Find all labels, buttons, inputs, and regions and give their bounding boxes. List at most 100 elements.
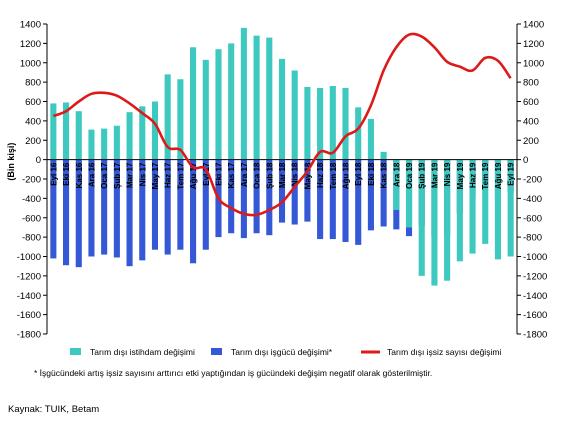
bar-employment bbox=[228, 43, 235, 160]
y-tick-label-right: -1000 bbox=[523, 252, 547, 263]
bar-labour-force bbox=[63, 159, 70, 266]
y-tick-label-right: -800 bbox=[523, 233, 542, 244]
bar-employment bbox=[164, 74, 171, 160]
bar-employment bbox=[190, 47, 197, 160]
bar-employment bbox=[494, 159, 501, 260]
x-tick-label: Kas 17 bbox=[227, 162, 236, 188]
bar-employment bbox=[240, 27, 247, 160]
y-tick-label-right: 1000 bbox=[523, 58, 544, 69]
x-tick-label: Ara 16 bbox=[87, 162, 96, 187]
legend-swatch-labour-force bbox=[211, 348, 222, 355]
y-tick-label-right: 0 bbox=[523, 155, 528, 166]
bar-labour-force bbox=[266, 159, 273, 236]
bar-labour-force bbox=[190, 159, 197, 264]
x-tick-label: Ağu 19 bbox=[494, 162, 503, 189]
bar-employment bbox=[317, 87, 324, 160]
bar-labour-force bbox=[177, 159, 184, 250]
y-tick-label-left: 1400 bbox=[20, 20, 41, 31]
footnote: * İşgücündeki artış işsiz sayısını arttı… bbox=[34, 368, 433, 378]
legend-label-labour-force: Tarım dışı işgücü değişimi* bbox=[231, 347, 333, 357]
y-tick-label-right: -600 bbox=[523, 213, 542, 224]
bar-employment bbox=[101, 128, 108, 160]
y-tick-label-left: -1400 bbox=[17, 291, 41, 302]
bar-employment bbox=[482, 159, 489, 244]
bar-labour-force bbox=[151, 159, 159, 250]
y-tick-label-left: 200 bbox=[25, 136, 41, 147]
bar-employment bbox=[88, 129, 95, 160]
bar-labour-force bbox=[101, 159, 108, 255]
bar-employment bbox=[456, 159, 463, 262]
legend-label-unemployment: Tarım dışı işsiz sayısı değişimi bbox=[387, 347, 501, 357]
y-tick-label-left: -1200 bbox=[17, 271, 41, 282]
x-tick-label: Ara 17 bbox=[240, 162, 249, 187]
x-tick-label: Şub 17 bbox=[113, 162, 122, 189]
bar-employment bbox=[75, 111, 82, 160]
x-tick-label: Şub 19 bbox=[418, 162, 427, 189]
bar-labour-force bbox=[75, 159, 82, 268]
bar-employment bbox=[431, 159, 438, 286]
bar-employment bbox=[291, 70, 298, 160]
x-tick-label: Haz 17 bbox=[164, 162, 173, 188]
bar-employment bbox=[418, 159, 425, 276]
x-tick-label: Haz 19 bbox=[469, 162, 478, 188]
source-note: Kaynak: TUIK, Betam bbox=[8, 404, 100, 415]
bar-employment bbox=[266, 37, 273, 160]
x-tick-label: Haz 18 bbox=[316, 162, 325, 188]
x-tick-label: Nis 17 bbox=[138, 162, 147, 186]
y-tick-label-right: -1800 bbox=[523, 330, 547, 341]
x-tick-label: Şub 18 bbox=[265, 162, 274, 189]
x-tick-label: Nis 18 bbox=[291, 162, 300, 186]
x-tick-label: Eki 17 bbox=[214, 162, 223, 186]
legend-label-employment: Tarım dışı istihdam değişimi bbox=[90, 347, 195, 357]
y-tick-label-left: 600 bbox=[25, 97, 41, 108]
bar-labour-force bbox=[380, 159, 387, 227]
bar-employment bbox=[355, 107, 362, 160]
y-tick-label-right: 200 bbox=[523, 136, 539, 147]
y-tick-label-left: 1200 bbox=[20, 39, 41, 50]
bar-labour-force bbox=[342, 159, 349, 242]
bar-labour-force bbox=[164, 159, 171, 255]
bar-labour-force bbox=[253, 159, 260, 234]
y-tick-label-right: 600 bbox=[523, 97, 539, 108]
bar-employment bbox=[393, 159, 400, 210]
bar-labour-force bbox=[113, 159, 120, 258]
y-tick-label-right: -1400 bbox=[523, 291, 547, 302]
y-tick-label-right: 400 bbox=[523, 116, 539, 127]
x-tick-label: May 18 bbox=[303, 162, 312, 189]
x-tick-label: May 19 bbox=[456, 162, 465, 189]
x-tick-label: Eyl 18 bbox=[354, 162, 363, 186]
y-tick-label-right: -200 bbox=[523, 175, 542, 186]
bar-employment bbox=[253, 35, 260, 160]
bar-employment bbox=[405, 159, 413, 228]
bar-employment bbox=[50, 103, 57, 160]
bar-employment bbox=[215, 49, 222, 160]
y-tick-label-right: 1400 bbox=[523, 20, 544, 31]
bar-employment bbox=[380, 151, 387, 160]
bar-labour-force bbox=[278, 159, 286, 223]
x-tick-label: Kas 16 bbox=[75, 162, 84, 188]
y-tick-label-left: 800 bbox=[25, 78, 41, 89]
line-unemployment bbox=[52, 32, 512, 217]
bar-labour-force bbox=[317, 159, 324, 240]
bar-labour-force bbox=[240, 159, 247, 239]
y-tick-label-left: -400 bbox=[22, 194, 41, 205]
x-tick-label: Mar 19 bbox=[430, 162, 439, 188]
y-axis-label: (Bin kişi) bbox=[6, 143, 16, 181]
bar-employment bbox=[177, 79, 184, 160]
y-tick-label-left: -1000 bbox=[17, 252, 41, 263]
bar-labour-force bbox=[126, 159, 133, 267]
y-tick-label-left: -1600 bbox=[17, 310, 41, 321]
bar-employment bbox=[139, 106, 146, 160]
y-tick-label-right: 800 bbox=[523, 78, 539, 89]
bar-labour-force bbox=[50, 159, 57, 259]
y-tick-label-left: -1800 bbox=[17, 330, 41, 341]
bar-labour-force bbox=[367, 159, 374, 231]
x-tick-label: May 17 bbox=[151, 162, 160, 189]
y-tick-label-right: -1200 bbox=[523, 271, 547, 282]
bar-employment bbox=[444, 159, 451, 281]
bar-employment bbox=[151, 101, 159, 160]
x-tick-label: Eyl 17 bbox=[202, 162, 211, 186]
bar-labour-force bbox=[88, 159, 95, 257]
x-tick-label: Eyl 19 bbox=[507, 162, 516, 186]
y-tick-label-left: 400 bbox=[25, 116, 41, 127]
